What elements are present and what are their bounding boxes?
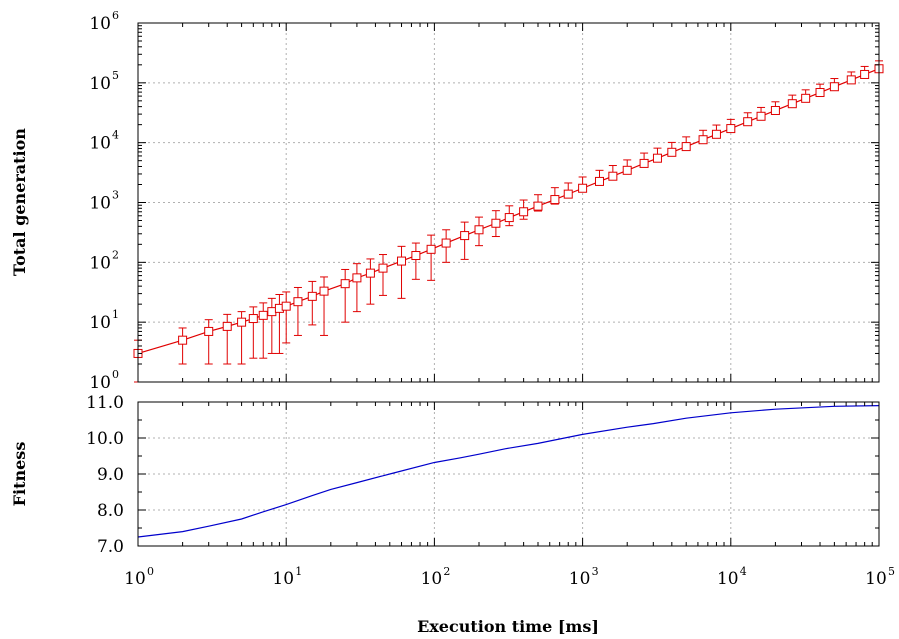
data-point [563, 189, 573, 199]
data-point [281, 301, 291, 311]
data-point [397, 256, 407, 266]
data-point [756, 111, 766, 121]
x-tick-label: 10 [865, 569, 887, 589]
x-tick-exponent: 0 [147, 565, 154, 578]
x-tick-exponent: 3 [592, 565, 599, 578]
y-tick-label: 8.0 [97, 501, 124, 521]
data-point [319, 286, 329, 296]
x-tick-exponent: 4 [740, 565, 747, 578]
y-tick-label: 10 [89, 253, 111, 273]
data-point [474, 225, 484, 235]
bottom-plot-grid [138, 402, 879, 546]
x-tick-exponent: 2 [443, 565, 450, 578]
data-point [491, 218, 501, 228]
y-tick-exponent: 2 [112, 248, 119, 261]
y-tick-label: 10.0 [86, 429, 124, 449]
total-generation-line [137, 68, 880, 355]
fitness-series [137, 405, 880, 538]
x-tick-exponent: 5 [888, 565, 895, 578]
data-point [594, 176, 604, 186]
x-tick-exponent: 1 [295, 565, 302, 578]
data-point [307, 291, 317, 301]
x-tick-label: 10 [124, 569, 146, 589]
x-axis-title: Execution time [ms] [417, 617, 599, 636]
data-point [178, 335, 188, 345]
data-point [829, 82, 839, 92]
x-tick-label: 10 [421, 569, 443, 589]
data-point [743, 117, 753, 127]
data-point [340, 279, 350, 289]
data-point [667, 147, 677, 157]
data-point [711, 129, 721, 139]
top-plot-grid [138, 23, 879, 382]
data-point [411, 251, 421, 261]
y-tick-exponent: 0 [112, 368, 119, 381]
y-tick-exponent: 5 [112, 69, 119, 82]
total-generation-series [133, 60, 884, 383]
data-point [639, 158, 649, 168]
y-tick-label: 7.0 [97, 537, 124, 557]
fitness-y-tick-labels: 7.0 8.0 9.0 10.0 11.0 [86, 393, 124, 557]
y-tick-label: 10 [89, 373, 111, 393]
y-tick-exponent: 1 [112, 308, 119, 321]
y-tick-label: 10 [89, 134, 111, 154]
data-point [267, 307, 277, 317]
data-point [204, 326, 214, 336]
data-point [860, 69, 870, 79]
y-tick-label: 9.0 [97, 465, 124, 485]
data-point [222, 321, 232, 331]
data-point [846, 75, 856, 85]
data-point [578, 183, 588, 193]
data-point [441, 238, 451, 248]
data-point [652, 153, 662, 163]
top-y-axis-title: Total generation [10, 128, 29, 276]
data-point [352, 273, 362, 283]
data-point [378, 263, 388, 273]
data-point [365, 268, 375, 278]
execution-time-x-tick-labels: 10 0 10 1 10 2 10 3 10 4 10 5 [124, 565, 895, 589]
bottom-plot-ticks [137, 401, 880, 547]
data-point [787, 99, 797, 109]
data-point [533, 201, 543, 211]
fitness-line [137, 405, 880, 538]
x-tick-label: 10 [569, 569, 591, 589]
y-tick-label: 11.0 [86, 393, 124, 413]
data-point [237, 317, 247, 327]
data-point [608, 171, 618, 181]
data-point [293, 297, 303, 307]
data-point [460, 231, 470, 241]
x-tick-label: 10 [717, 569, 739, 589]
y-tick-exponent: 6 [112, 9, 119, 22]
data-point [815, 88, 825, 98]
data-point [519, 207, 529, 217]
data-point [681, 142, 691, 152]
y-tick-label: 10 [89, 313, 111, 333]
data-point [801, 93, 811, 103]
top-plot-ticks [137, 22, 880, 383]
x-tick-label: 10 [272, 569, 294, 589]
y-tick-exponent: 4 [112, 129, 119, 142]
data-point [426, 244, 436, 254]
data-point [698, 135, 708, 145]
bottom-y-axis-title: Fitness [10, 442, 29, 507]
data-point [726, 124, 736, 134]
data-point [248, 314, 258, 324]
y-tick-label: 10 [89, 74, 111, 94]
y-tick-exponent: 3 [112, 189, 119, 202]
data-point [504, 213, 514, 223]
data-point [770, 105, 780, 115]
data-point [258, 310, 268, 320]
y-tick-label: 10 [89, 194, 111, 214]
y-tick-label: 10 [89, 14, 111, 34]
data-point [550, 195, 560, 205]
data-point [622, 165, 632, 175]
